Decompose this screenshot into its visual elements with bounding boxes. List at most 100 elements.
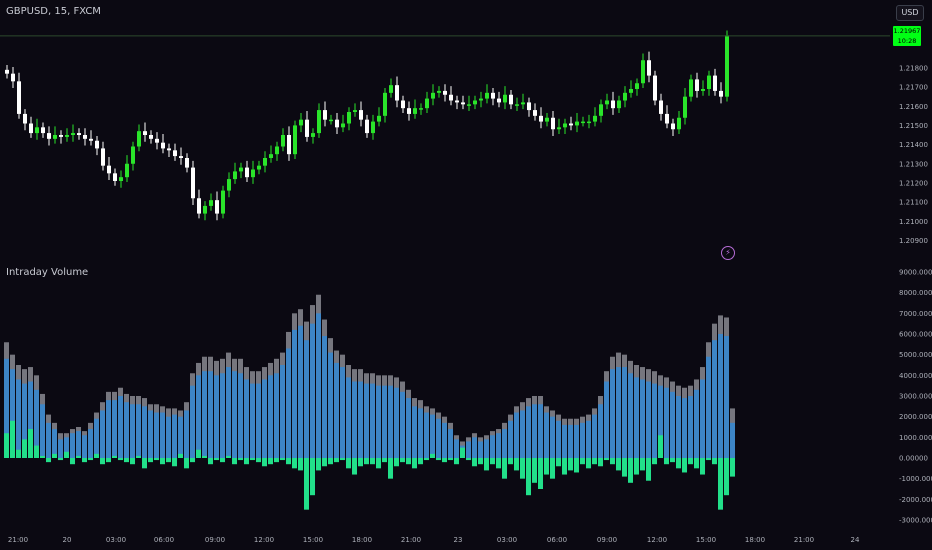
delta-bar [310,458,315,496]
buy-volume-bar [316,313,321,458]
delta-bar [178,453,183,458]
delta-bar [34,445,39,458]
buy-volume-bar [28,381,33,458]
buy-volume-bar [130,404,135,458]
indicator-title[interactable]: Intraday Volume [6,267,89,278]
delta-bar [514,458,519,471]
candle-body [59,135,63,137]
candle-body [353,110,357,112]
candle-body [347,112,351,124]
buy-volume-bar [106,400,111,458]
symbol-title[interactable]: GBPUSD, 15, FXCM [6,6,101,17]
buy-volume-bar [346,377,351,458]
time-tick-label: 15:00 [696,536,716,544]
buy-volume-bar [46,422,51,458]
candle-body [11,73,15,82]
candle-body [179,156,183,158]
candle-body [581,121,585,124]
candle-body [629,89,633,93]
candle-body [17,81,21,114]
buy-volume-bar [298,325,303,458]
buy-volume-bar [454,439,459,458]
delta-bar [262,458,267,467]
delta-bar [292,458,297,469]
candle-body [605,100,609,105]
buy-volume-bar [268,375,273,458]
delta-bar [448,458,453,461]
candle-body [725,35,729,97]
delta-bar [196,449,201,458]
buy-volume-bar [490,435,495,458]
buy-volume-bar [94,418,99,458]
buy-volume-bar [508,420,513,458]
buy-volume-bar [112,400,117,458]
delta-bar [442,458,447,463]
candle-body [419,108,423,110]
buy-volume-bar [364,383,369,458]
candle-body [263,158,267,166]
delta-bar [388,458,393,479]
buy-volume-bar [232,371,237,458]
delta-bar [622,458,627,477]
lightning-icon[interactable]: ⚡ [721,246,735,260]
buy-volume-bar [136,404,141,458]
buy-volume-bar [418,408,423,458]
buy-volume-bar [280,365,285,458]
buy-volume-bar [496,433,501,458]
delta-bar [94,453,99,458]
candle-body [341,123,345,128]
candle-body [551,117,555,130]
buy-volume-bar [550,416,555,458]
candle-body [695,79,699,91]
buy-volume-bar [40,404,45,458]
buy-volume-bar [250,383,255,458]
time-tick-label: 09:00 [597,536,617,544]
buy-volume-bar [358,381,363,458]
price-tick-label: 1.21800 [899,64,928,72]
delta-bar [358,458,363,467]
delta-bar [574,458,579,473]
time-tick-label: 20 [63,536,72,544]
candle-body [269,154,273,158]
candle-body [443,90,447,95]
delta-bar [466,458,471,461]
delta-bar [40,455,45,458]
candle-body [251,169,255,178]
delta-bar [718,458,723,510]
volume-tick-label: 7000.00000 [899,310,932,318]
delta-bar [166,458,171,463]
currency-button[interactable]: USD [896,5,924,21]
delta-bar [634,458,639,475]
candle-body [329,119,333,122]
price-tick-label: 1.21600 [899,103,928,111]
buy-volume-bar [556,420,561,458]
candle-body [575,121,579,126]
candle-body [35,127,39,134]
candle-body [281,135,285,147]
volume-series [4,294,735,510]
candle-body [275,146,279,155]
candle-body [167,148,171,151]
candle-body [119,177,123,181]
candle-body [101,148,105,166]
buy-volume-bar [370,383,375,458]
delta-bar [364,458,369,465]
buy-volume-bar [352,381,357,458]
delta-bar [106,458,111,463]
candle-body [557,127,561,130]
buy-volume-bar [322,336,327,458]
buy-volume-bar [286,348,291,458]
time-tick-label: 24 [851,536,860,544]
candle-body [5,69,9,74]
candle-body [383,92,387,116]
buy-volume-bar [514,412,519,458]
buy-volume-bar [700,379,705,458]
price-axis: 1.20900 1.21000 1.21100 1.21200 1.21300 1.214… [899,64,928,245]
delta-bar [322,458,327,467]
price-tick-label: 1.21400 [899,141,928,149]
candle-body [569,123,573,126]
delta-bar [352,458,357,475]
time-axis: 21:00 20 03:00 06:00 09:00 12:00 15:00 18:00 21:… [8,536,860,544]
candle-body [77,133,81,135]
